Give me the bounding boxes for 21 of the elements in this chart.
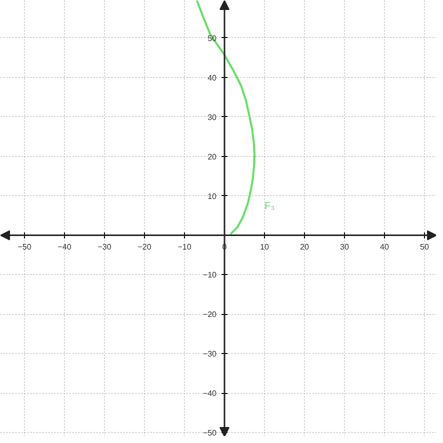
x-tick-label: −50 (18, 242, 32, 252)
y-tick-label: −30 (202, 350, 218, 359)
x-tick-label: 30 (340, 242, 350, 252)
y-tick-label: −20 (202, 310, 218, 320)
y-tick-label: 40 (208, 73, 218, 82)
y-tick-label: −40 (202, 389, 218, 398)
y-tick-label: −50 (202, 428, 218, 438)
x-tick-label: 10 (260, 242, 270, 252)
y-tick-label: −10 (202, 270, 218, 280)
y-tick-label: 20 (208, 152, 218, 162)
x-tick-label: −40 (58, 242, 72, 252)
line-series (196, 0, 256, 236)
y-tick-label: 10 (208, 192, 218, 201)
x-tick-label: 40 (380, 242, 390, 252)
annotation: F₃ (264, 201, 275, 212)
x-tick-label: 50 (420, 242, 430, 252)
x-tick-label: −30 (98, 242, 112, 252)
x-tick-label: 20 (300, 242, 310, 252)
x-tick-label: −20 (138, 242, 152, 252)
x-tick-label: −10 (178, 242, 192, 252)
y-tick-label: 30 (208, 112, 218, 122)
